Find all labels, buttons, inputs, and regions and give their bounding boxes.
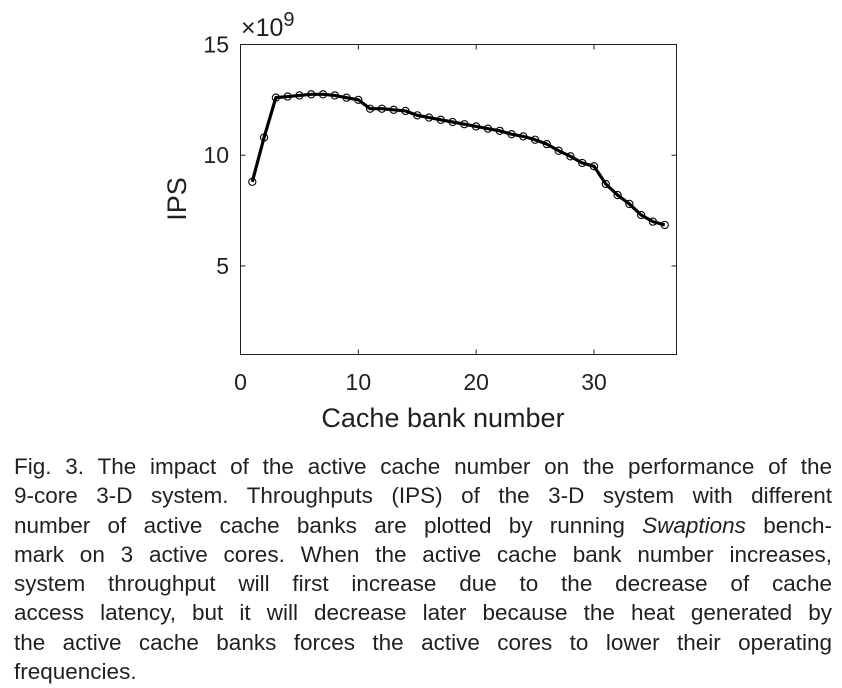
caption-text: system throughput will first increase du…: [14, 571, 832, 597]
caption-emphasis: Swaptions: [642, 512, 746, 538]
data-point: [354, 95, 363, 105]
data-point: [495, 126, 504, 136]
y-tick-label: 5: [216, 253, 229, 279]
data-point: [401, 106, 410, 116]
data-point: [554, 146, 563, 155]
caption-line: number of active cache banks are plotted…: [14, 511, 832, 540]
data-point: [530, 135, 540, 144]
data-point: [648, 217, 658, 226]
caption-line: Fig. 3. The impact of the active cache n…: [14, 452, 832, 481]
x-tick-label: 20: [463, 369, 489, 395]
caption-text: frequencies.: [14, 659, 137, 685]
caption-text: the active cache banks forces the active…: [14, 629, 832, 655]
figure: 0 10 20 30 5 10 15 ×109 IPS Cache bank number: [162, 9, 677, 433]
x-tick-label: 30: [581, 369, 607, 395]
line-chart: 0 10 20 30 5 10 15 ×109 IPS Cache bank number: [162, 9, 677, 433]
data-point: [601, 179, 610, 189]
y-axis-label: IPS: [162, 177, 192, 221]
data-point: [365, 104, 375, 113]
data-point: [542, 139, 552, 149]
data-point: [483, 124, 493, 133]
data-point: [377, 104, 387, 113]
caption-text: access latency, but it will decrease lat…: [14, 600, 832, 626]
caption-line: mark on 3 active cores. When the active …: [14, 540, 832, 569]
data-point: [589, 162, 599, 171]
caption-text: bench-: [745, 512, 832, 538]
data-point: [636, 210, 646, 220]
x-tick-label: 0: [234, 369, 247, 395]
data-point: [389, 105, 398, 114]
y-tick-label: 15: [203, 32, 229, 58]
data-point: [283, 92, 292, 101]
axis-ticks: [240, 44, 677, 355]
caption-text: 9-core 3-D system. Throughputs (IPS) of …: [14, 483, 832, 509]
data-point: [472, 122, 481, 131]
data-point: [566, 152, 575, 161]
x-tick-label: 10: [346, 369, 372, 395]
caption-text: number of active cache banks are plotted…: [14, 512, 643, 538]
data-point: [307, 90, 316, 99]
caption-line: the active cache banks forces the active…: [14, 628, 832, 657]
exponent-power: 9: [283, 9, 294, 31]
data-point: [519, 132, 528, 141]
axis-tick-labels: 0 10 20 30 5 10 15: [203, 32, 606, 396]
exponent-base: ×10: [241, 14, 283, 42]
caption-text: mark on 3 active cores. When the active …: [14, 541, 832, 567]
caption-text: Fig. 3. The impact of the active cache n…: [14, 454, 832, 479]
data-point: [578, 158, 587, 168]
x-axis-label: Cache bank number: [321, 403, 564, 433]
data-point: [448, 117, 457, 127]
y-axis-exponent-label: ×109: [241, 9, 295, 42]
plot-area-frame: [240, 44, 677, 355]
data-point: [613, 190, 622, 200]
data-point: [248, 177, 257, 186]
caption-line: frequencies.: [14, 657, 832, 686]
data-point: [330, 91, 339, 100]
data-point: [424, 113, 434, 122]
data-point: [271, 93, 281, 102]
caption-line: system throughput will first increase du…: [14, 569, 832, 598]
data-point: [295, 91, 304, 100]
y-tick-label: 10: [203, 142, 229, 168]
caption-line: 9-core 3-D system. Throughputs (IPS) of …: [14, 481, 832, 510]
caption-line: access latency, but it will decrease lat…: [14, 598, 832, 627]
data-point: [660, 220, 669, 230]
data-point: [507, 130, 516, 139]
figure-caption: Fig. 3. The impact of the active cache n…: [14, 452, 832, 686]
series-layer: [248, 90, 669, 230]
series-line: [250, 92, 666, 227]
data-point: [436, 115, 445, 124]
data-point: [259, 133, 269, 142]
data-point: [625, 199, 634, 209]
data-point: [460, 120, 469, 129]
data-point: [318, 90, 328, 99]
data-point: [413, 111, 422, 120]
data-point: [342, 93, 351, 102]
